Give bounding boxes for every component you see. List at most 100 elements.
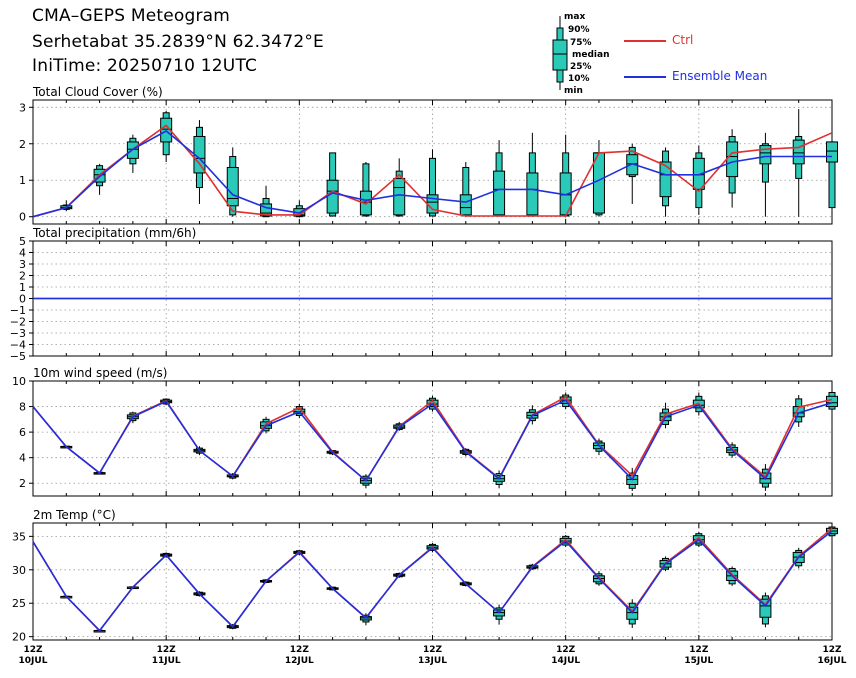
y-tick-label: 6 bbox=[19, 426, 26, 439]
box-step-19 bbox=[659, 147, 672, 217]
x-tick-date: 11JUL bbox=[152, 656, 181, 666]
ensemble-mean-line bbox=[32, 530, 833, 632]
y-tick-label: 4 bbox=[19, 452, 26, 465]
legend: max 90% 75% median 25% 10% min Ctrl Ense… bbox=[548, 8, 848, 98]
box-p25-p75 bbox=[526, 172, 539, 216]
x-tick-hour: 12Z bbox=[290, 645, 310, 655]
y-tick-label: 30 bbox=[12, 564, 26, 577]
y-tick-label: 1 bbox=[19, 174, 26, 187]
box-step-9 bbox=[326, 152, 339, 217]
box-step-16 bbox=[559, 134, 572, 217]
panel-1: Total Cloud Cover (%) 0 1 2 3 bbox=[19, 85, 838, 225]
box-p25-p75 bbox=[260, 203, 273, 217]
box-p25-p75 bbox=[792, 139, 805, 165]
x-tick-hour: 12Z bbox=[423, 645, 443, 655]
ctrl-line bbox=[32, 124, 833, 218]
panel-title: 2m Temp (°C) bbox=[33, 508, 116, 522]
legend-ctrl-swatch bbox=[624, 40, 666, 42]
box-p25-p75 bbox=[659, 161, 672, 198]
panel-3: 10m wind speed (m/s) 2 4 6 8 10 bbox=[12, 366, 838, 497]
ensemble-mean-line bbox=[32, 399, 833, 482]
legend-boxplot-icon bbox=[552, 16, 568, 90]
legend-max: max bbox=[564, 12, 586, 22]
y-tick-label: −1 bbox=[10, 304, 26, 317]
legend-p25: 25% bbox=[570, 62, 592, 72]
box-p25-p75 bbox=[493, 170, 506, 216]
y-tick-label: 1 bbox=[19, 281, 26, 294]
x-tick-date: 14JUL bbox=[551, 656, 580, 666]
y-tick-label: 0 bbox=[19, 293, 26, 306]
y-tick-label: 35 bbox=[12, 530, 26, 543]
box-step-22 bbox=[759, 132, 772, 217]
panel-2: Total precipitation (mm/6h)543210−1−2−3−… bbox=[10, 226, 833, 363]
panel-title: Total precipitation (mm/6h) bbox=[32, 226, 196, 240]
box-p25-p75 bbox=[226, 166, 239, 207]
y-tick-label: 5 bbox=[19, 235, 26, 248]
x-tick-hour: 12Z bbox=[822, 645, 842, 655]
box-step-7 bbox=[260, 185, 273, 218]
box-step-23 bbox=[792, 395, 805, 427]
box-step-11 bbox=[393, 158, 406, 217]
init-time: IniTime: 20250710 12UTC bbox=[32, 56, 258, 76]
legend-p75: 75% bbox=[570, 38, 592, 48]
box-p25-p75 bbox=[393, 177, 406, 216]
box-step-14 bbox=[493, 140, 506, 217]
panel-title: 10m wind speed (m/s) bbox=[33, 366, 167, 380]
x-tick-date: 15JUL bbox=[684, 656, 713, 666]
y-tick-label: 10 bbox=[12, 375, 26, 388]
x-tick-hour: 12Z bbox=[157, 645, 177, 655]
box-step-3 bbox=[126, 134, 139, 173]
box-p25-p75 bbox=[759, 145, 772, 165]
legend-p10: 10% bbox=[568, 74, 590, 84]
box-p25-p75 bbox=[726, 141, 739, 178]
box-p25-p75 bbox=[759, 598, 772, 618]
box-step-21 bbox=[726, 129, 739, 208]
legend-min: min bbox=[564, 86, 583, 96]
box-p10-p90 bbox=[362, 163, 370, 217]
chart-title: CMA–GEPS Meteogram bbox=[32, 6, 231, 26]
box-step-13 bbox=[459, 162, 472, 217]
box-p25-p75 bbox=[826, 141, 838, 163]
panel-title: Total Cloud Cover (%) bbox=[32, 85, 163, 99]
x-tick-date: 10JUL bbox=[19, 656, 48, 666]
box-p25-p75 bbox=[692, 157, 705, 190]
x-tick-date: 13JUL bbox=[418, 656, 447, 666]
x-tick-date: 16JUL bbox=[818, 656, 847, 666]
y-tick-label: −4 bbox=[10, 339, 26, 352]
legend-mean-label: Ensemble Mean bbox=[672, 69, 768, 83]
ensemble-mean-line bbox=[32, 130, 832, 218]
x-tick-hour: 12Z bbox=[556, 645, 576, 655]
x-tick-hour: 12Z bbox=[23, 645, 43, 655]
box-step-24 bbox=[826, 136, 838, 217]
box-step-18 bbox=[626, 143, 639, 204]
x-tick-hour: 12Z bbox=[689, 645, 709, 655]
box-step-12 bbox=[426, 149, 439, 217]
box-step-23 bbox=[792, 109, 805, 217]
box-p25-p75 bbox=[326, 179, 339, 214]
y-tick-label: −3 bbox=[10, 327, 26, 340]
y-tick-label: 3 bbox=[19, 258, 26, 271]
box-p10-p90 bbox=[429, 157, 436, 217]
x-tick-date: 12JUL bbox=[285, 656, 314, 666]
box-step-6 bbox=[226, 147, 239, 217]
legend-ctrl-label: Ctrl bbox=[672, 33, 694, 47]
y-tick-label: 0 bbox=[19, 211, 26, 224]
station-location: Serhetabat 35.2839°N 62.3472°E bbox=[32, 32, 324, 52]
y-tick-label: 2 bbox=[19, 477, 26, 490]
box-p25-p75 bbox=[826, 395, 838, 408]
box-p25-p75 bbox=[459, 194, 472, 216]
legend-mean-swatch bbox=[624, 76, 666, 78]
box-step-20 bbox=[692, 145, 705, 215]
y-tick-label: 2 bbox=[19, 138, 26, 151]
panel-4: 2m Temp (°C) 20 25 30 35 bbox=[12, 508, 838, 644]
y-tick-label: 4 bbox=[19, 247, 26, 260]
y-tick-label: 20 bbox=[12, 631, 26, 644]
box-step-10 bbox=[359, 162, 372, 217]
y-tick-label: 8 bbox=[19, 401, 26, 414]
y-tick-label: 25 bbox=[12, 597, 26, 610]
y-tick-label: −5 bbox=[10, 350, 26, 363]
box-step-1 bbox=[60, 200, 73, 212]
box-step-15 bbox=[526, 132, 539, 217]
box-p25-p75 bbox=[626, 154, 639, 176]
